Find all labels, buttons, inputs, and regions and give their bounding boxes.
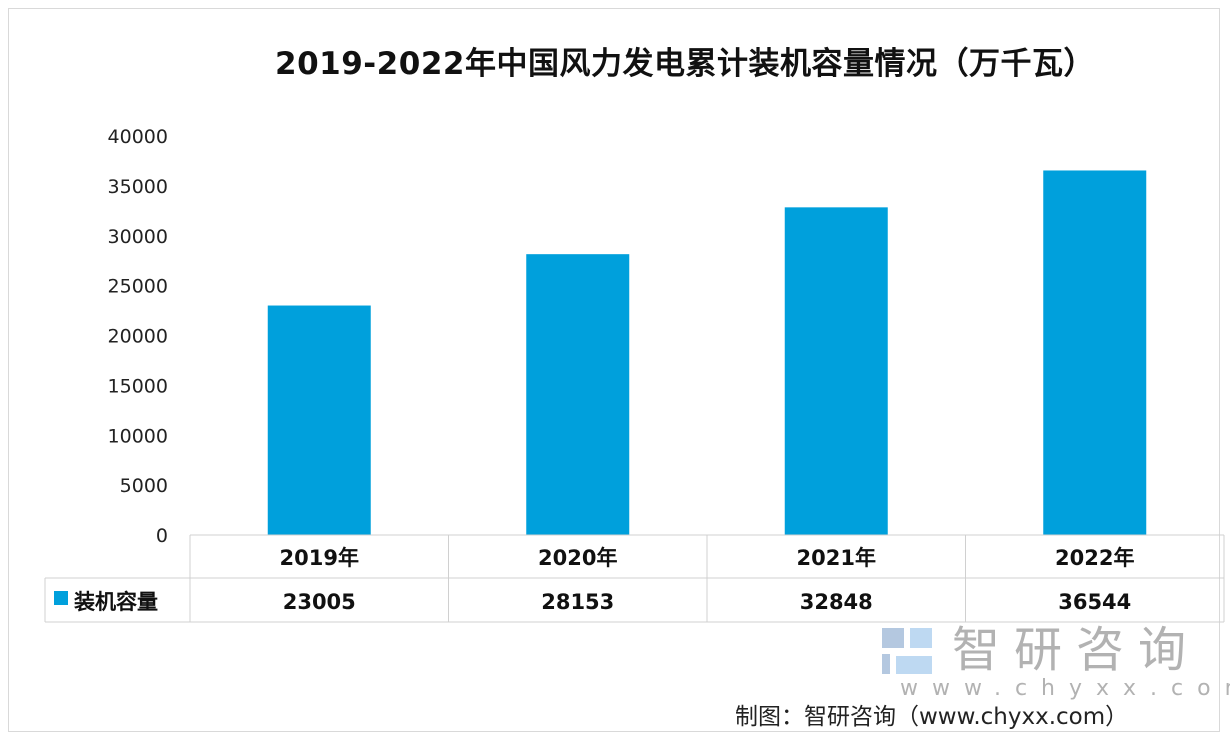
x-category-label: 2021年 [797, 546, 876, 570]
chart-frame [8, 8, 1220, 732]
data-table-value: 32848 [800, 590, 873, 614]
bar-2019年 [267, 305, 371, 535]
watermark-logo-icon [882, 628, 932, 674]
y-tick-label: 35000 [108, 176, 168, 198]
bar-2021年 [784, 207, 888, 536]
data-table-value: 23005 [283, 590, 356, 614]
y-tick-label: 40000 [108, 126, 168, 148]
legend-label: 装机容量 [74, 590, 158, 614]
watermark-name: 智研咨询 [952, 622, 1201, 678]
bar-2020年 [526, 254, 630, 535]
source-note: 制图：智研咨询（www.chyxx.com） [735, 704, 1129, 730]
x-category-label: 2019年 [280, 546, 359, 570]
y-tick-label: 20000 [108, 326, 168, 348]
y-tick-label: 0 [156, 525, 168, 547]
y-tick-label: 10000 [108, 425, 168, 447]
watermark-url: www.chyxx.com [900, 676, 1230, 701]
data-table-value: 36544 [1058, 590, 1131, 614]
y-tick-label: 15000 [108, 375, 168, 397]
bar-2022年 [1043, 170, 1147, 535]
y-tick-label: 25000 [108, 276, 168, 298]
legend-swatch [54, 591, 68, 605]
chart-title: 2019-2022年中国风力发电累计装机容量情况（万千瓦） [275, 46, 1095, 82]
y-tick-label: 5000 [120, 475, 168, 497]
x-category-label: 2022年 [1055, 546, 1134, 570]
y-tick-label: 30000 [108, 226, 168, 248]
data-table-value: 28153 [541, 590, 614, 614]
x-category-label: 2020年 [538, 546, 617, 570]
